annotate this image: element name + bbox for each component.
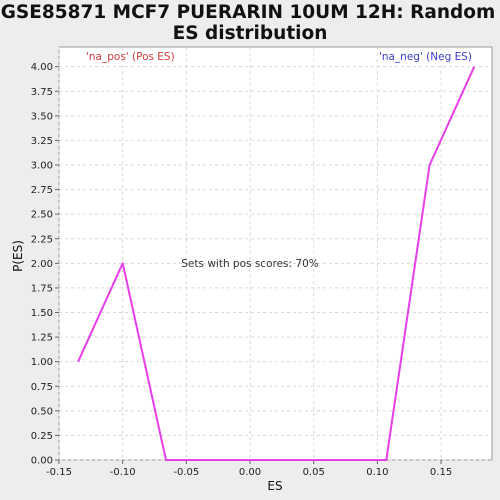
- y-tick-label: 1.25: [31, 333, 53, 344]
- es-series-line: [77, 66, 476, 461]
- grid-lines: [58, 47, 492, 461]
- y-tick-label: 1.00: [31, 357, 53, 368]
- x-axis-label: ES: [267, 479, 282, 493]
- y-tick-label: 2.00: [31, 259, 53, 270]
- y-axis-label: P(ES): [11, 240, 25, 272]
- y-tick-label: 0.25: [31, 431, 53, 442]
- y-tick-label: 2.25: [31, 234, 53, 245]
- x-tick-label: 0.15: [430, 467, 452, 478]
- neg-annotation: 'na_neg' (Neg ES): [379, 51, 472, 63]
- y-tick-label: 3.75: [31, 87, 53, 98]
- x-tick-label: 0.05: [303, 467, 325, 478]
- x-tick-label: -0.10: [110, 467, 136, 478]
- x-tick-label: 0.10: [366, 467, 388, 478]
- x-tick-label: 0.00: [239, 467, 261, 478]
- y-tick-label: 0.00: [31, 456, 53, 467]
- y-tick-label: 3.50: [31, 111, 53, 122]
- plot-area: [58, 46, 493, 461]
- x-tick-label: -0.15: [46, 467, 72, 478]
- y-tick-label: 3.00: [31, 161, 53, 172]
- center-annotation: Sets with pos scores: 70%: [181, 258, 318, 270]
- chart-title-line-1: GSE85871 MCF7 PUERARIN 10UM 12H: Random: [1, 2, 496, 23]
- y-tick-label: 1.75: [31, 283, 53, 294]
- pos-annotation: 'na_pos' (Pos ES): [86, 51, 175, 63]
- chart-title-line-2: ES distribution: [173, 23, 328, 44]
- y-tick-label: 1.50: [31, 308, 53, 319]
- y-tick-label: 0.75: [31, 382, 53, 393]
- y-tick-label: 0.50: [31, 406, 53, 417]
- x-axis: -0.15 -0.10 -0.05 0.00 0.05 0.10 0.15: [46, 460, 452, 478]
- y-tick-label: 2.75: [31, 185, 53, 196]
- series-group: [77, 66, 476, 461]
- x-tick-label: -0.05: [173, 467, 199, 478]
- y-tick-label: 4.00: [31, 62, 53, 73]
- y-tick-label: 2.50: [31, 210, 53, 221]
- y-axis: 0.00 0.25 0.50 0.75 1.00 1.25 1.50 1.75 2.00 2.25…: [31, 62, 59, 467]
- y-tick-label: 3.25: [31, 136, 53, 147]
